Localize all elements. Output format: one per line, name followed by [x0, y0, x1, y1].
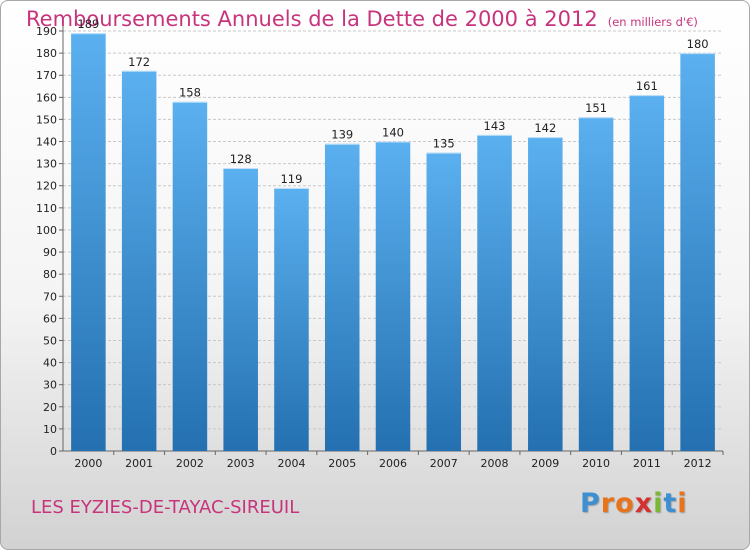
y-tick-label: 100: [36, 224, 57, 237]
bar-2010: [578, 117, 614, 452]
bar-value-label: 135: [433, 137, 455, 151]
bar-value-label: 128: [230, 152, 252, 166]
x-tick-label: 2004: [277, 457, 305, 470]
bar-2007: [426, 152, 462, 451]
y-tick-label: 150: [36, 113, 57, 126]
bar-2011: [629, 95, 665, 452]
bar-2012: [680, 53, 715, 452]
bar-chart: 0 10 20 30 40 50 60 70 80 90 100 110 120 130 140 150 160…: [36, 17, 724, 470]
bar-value-label: 158: [179, 86, 201, 100]
y-tick-label: 190: [36, 25, 57, 38]
bar-2002: [172, 101, 208, 451]
y-tick-label: 10: [43, 423, 57, 436]
bar-value-label: 180: [687, 37, 709, 51]
x-tick-label: 2010: [582, 457, 610, 470]
y-tick-label: 140: [36, 136, 57, 149]
bar-value-label: 140: [382, 126, 404, 140]
logo-letter: x: [634, 488, 654, 519]
y-tick-label: 120: [36, 180, 57, 193]
bar-2001: [121, 70, 157, 451]
bar-value-label: 172: [128, 55, 150, 69]
x-tick-label: 2000: [74, 457, 102, 470]
logo-letter: i: [677, 488, 688, 519]
y-tick-label: 40: [43, 357, 57, 370]
x-tick-label: 2003: [227, 457, 255, 470]
x-tick-label: 2002: [176, 457, 204, 470]
bar-2009: [528, 137, 563, 451]
chart-unit-label: (en milliers d'€): [607, 15, 698, 29]
y-tick-label: 80: [43, 268, 57, 281]
logo-letter: r: [600, 488, 616, 519]
bar-2004: [274, 187, 309, 451]
y-tick-label: 30: [43, 379, 57, 392]
commune-name: LES EYZIES-DE-TAYAC-SIREUIL: [31, 497, 300, 518]
x-tick-label: 2005: [328, 457, 356, 470]
bar-2006: [375, 141, 411, 452]
bar-value-label: 142: [534, 121, 556, 135]
x-tick-label: 2006: [379, 457, 407, 470]
bar-2008: [477, 134, 512, 452]
bar-2000: [71, 33, 106, 452]
x-tick-label: 2011: [633, 457, 661, 470]
y-tick-label: 0: [50, 445, 57, 458]
x-tick-label: 2009: [531, 457, 559, 470]
labels: 0 10 20 30 40 50 60 70 80 90 100 110 120 130 140 150 160…: [36, 17, 712, 470]
y-tick-label: 110: [36, 202, 57, 215]
x-tick-label: 2008: [481, 457, 509, 470]
x-tick-label: 2007: [430, 457, 458, 470]
y-tick-label: 130: [36, 158, 57, 171]
bar-value-label: 139: [331, 128, 353, 142]
logo-letter: t: [663, 488, 678, 519]
y-tick-label: 60: [43, 312, 57, 325]
bar-2003: [223, 168, 258, 452]
y-tick-label: 160: [36, 91, 57, 104]
bars: [71, 33, 715, 452]
y-tick-label: 170: [36, 69, 57, 82]
bar-2005: [324, 143, 360, 451]
chart-title-text: Remboursements Annuels de la Dette de 20…: [26, 7, 598, 31]
bar-value-label: 119: [280, 172, 302, 186]
bar-value-label: 143: [484, 119, 506, 133]
bar-value-label: 161: [636, 79, 658, 93]
y-tick-label: 70: [43, 290, 57, 303]
chart-title: Remboursements Annuels de la Dette de 20…: [26, 7, 698, 31]
y-tick-label: 180: [36, 47, 57, 60]
bar-value-label: 151: [585, 101, 607, 115]
y-tick-label: 90: [43, 246, 57, 259]
y-tick-label: 50: [43, 334, 57, 347]
x-tick-label: 2012: [684, 457, 712, 470]
y-tick-label: 20: [43, 401, 57, 414]
x-tick-label: 2001: [125, 457, 153, 470]
bar-value-label: 189: [77, 17, 99, 31]
logo-letter: i: [653, 488, 664, 519]
logo-letter: P: [580, 488, 601, 519]
logo-letter: o: [615, 488, 635, 519]
proxiti-logo: Proxiti: [580, 488, 688, 519]
